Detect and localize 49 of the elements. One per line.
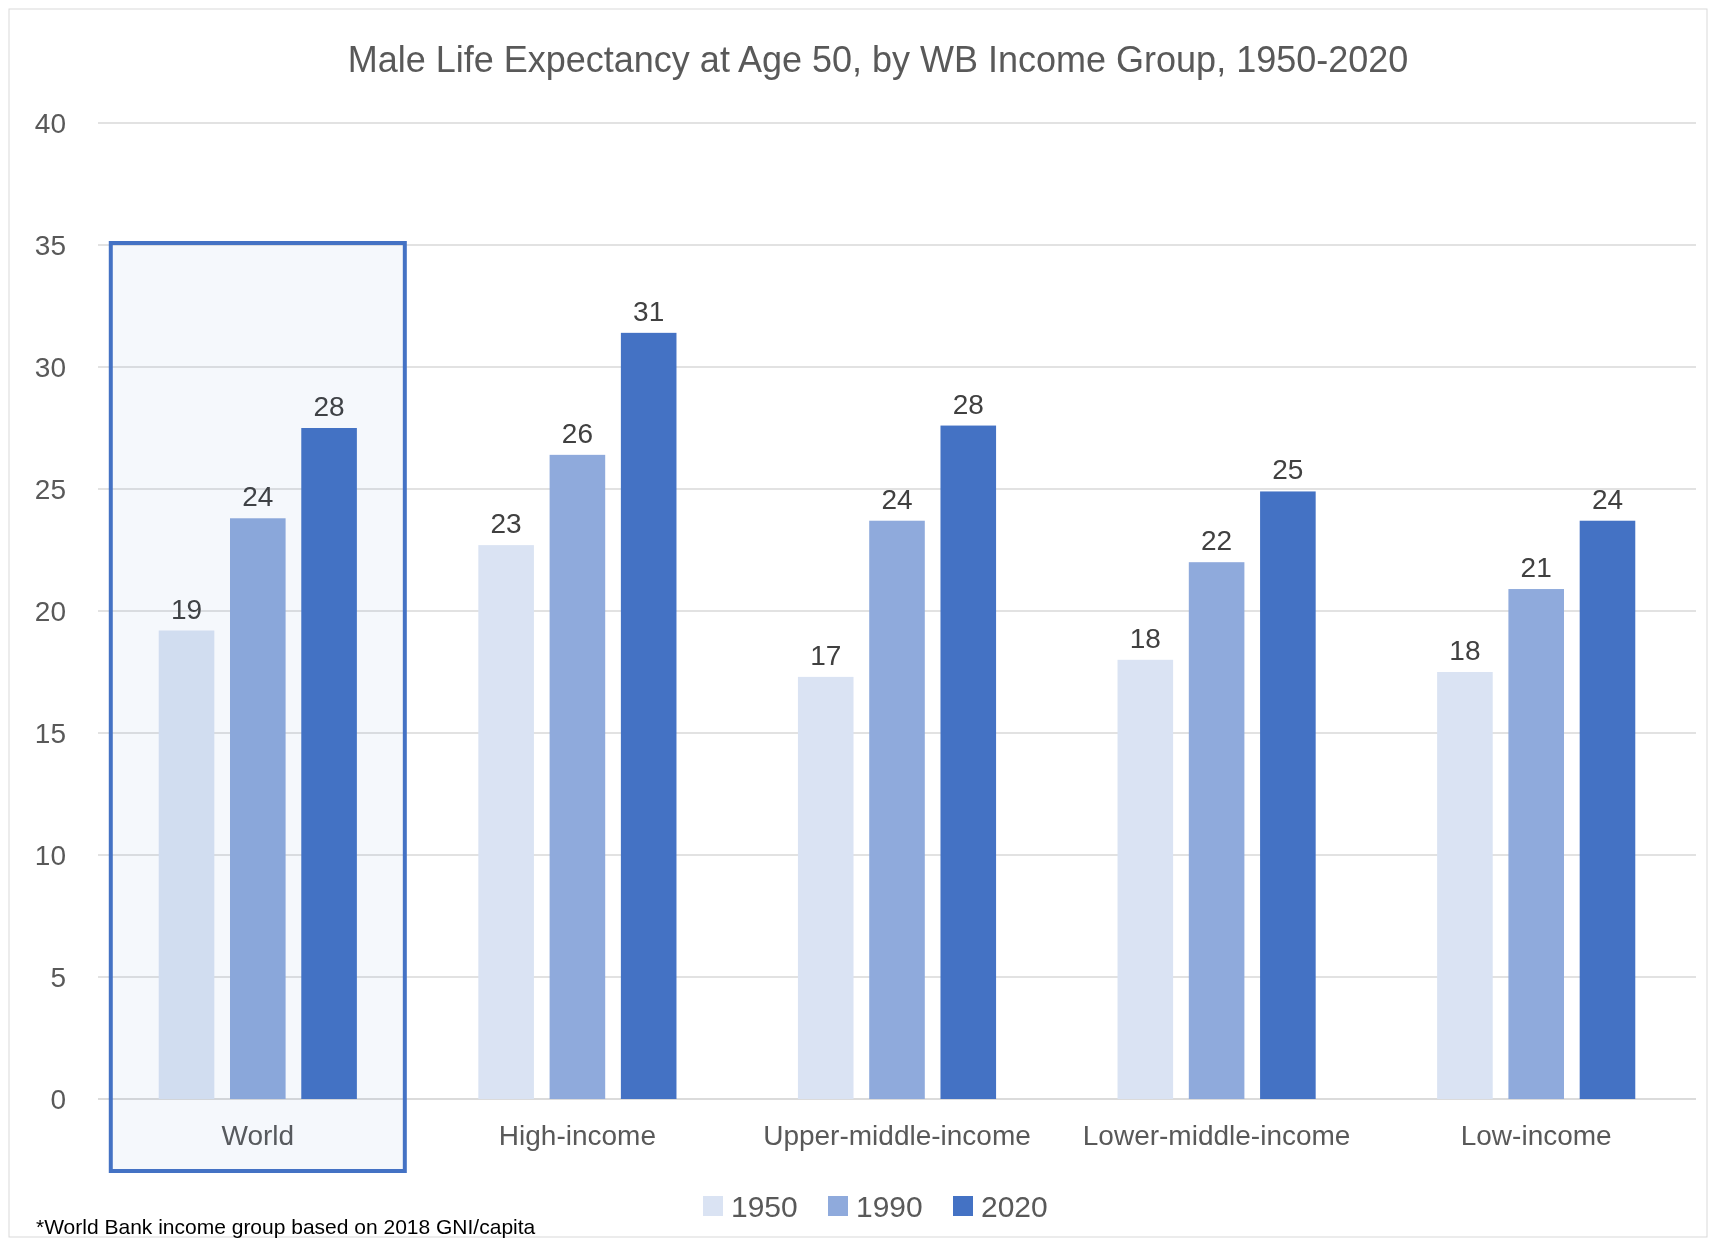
bar (1188, 562, 1245, 1099)
bar (158, 630, 215, 1099)
bar (1117, 659, 1174, 1099)
data-label: 19 (170, 593, 203, 625)
y-tick-label: 15 (34, 717, 66, 749)
bar (620, 332, 677, 1099)
data-label: 21 (1520, 552, 1552, 584)
legend-label: 2020 (981, 1189, 1048, 1223)
y-tick-label: 35 (34, 229, 66, 261)
data-label: 25 (1272, 454, 1304, 486)
bar (940, 425, 997, 1099)
bar (549, 454, 606, 1099)
bar (1579, 520, 1636, 1099)
data-label: 28 (952, 388, 984, 420)
data-label: 22 (1201, 525, 1233, 557)
bar (478, 545, 534, 1099)
data-label: 31 (633, 295, 665, 327)
y-tick-label: 25 (34, 473, 66, 505)
y-tick-label: 40 (34, 107, 66, 139)
x-tick-label: Upper-middle-income (763, 1120, 1031, 1151)
bar (1508, 589, 1564, 1099)
y-tick-label: 0 (50, 1083, 66, 1115)
bar (230, 518, 286, 1099)
data-label: 24 (242, 481, 274, 513)
y-tick-label: 30 (34, 351, 66, 383)
data-label: 28 (313, 391, 345, 422)
legend-label: 1950 (731, 1189, 798, 1223)
legend-label: 1990 (856, 1189, 923, 1223)
bar (301, 428, 357, 1099)
data-label: 24 (1591, 483, 1624, 515)
data-label: 17 (810, 639, 842, 671)
x-tick-label: World (221, 1120, 295, 1151)
y-tick-label: 5 (50, 961, 66, 993)
x-tick-label: Lower-middle-income (1082, 1120, 1351, 1151)
bar (869, 520, 925, 1099)
y-tick-label: 20 (34, 595, 66, 627)
bar (1260, 491, 1316, 1099)
y-tick-label: 10 (34, 839, 66, 871)
chart-title: Male Life Expectancy at Age 50, by WB Income Group, 1950-2020 (347, 39, 1409, 80)
bar (1437, 672, 1493, 1099)
text: *World Bank income group based on 2018 GNI/capita (36, 1215, 536, 1238)
bar (797, 676, 854, 1099)
data-label: 24 (881, 483, 913, 515)
data-label: 18 (1449, 635, 1481, 666)
x-tick-label: Low-income (1460, 1120, 1612, 1151)
x-tick-label: High-income (498, 1120, 656, 1151)
data-label: 23 (490, 508, 522, 540)
data-label: 26 (561, 417, 593, 449)
data-label: 18 (1129, 622, 1161, 654)
